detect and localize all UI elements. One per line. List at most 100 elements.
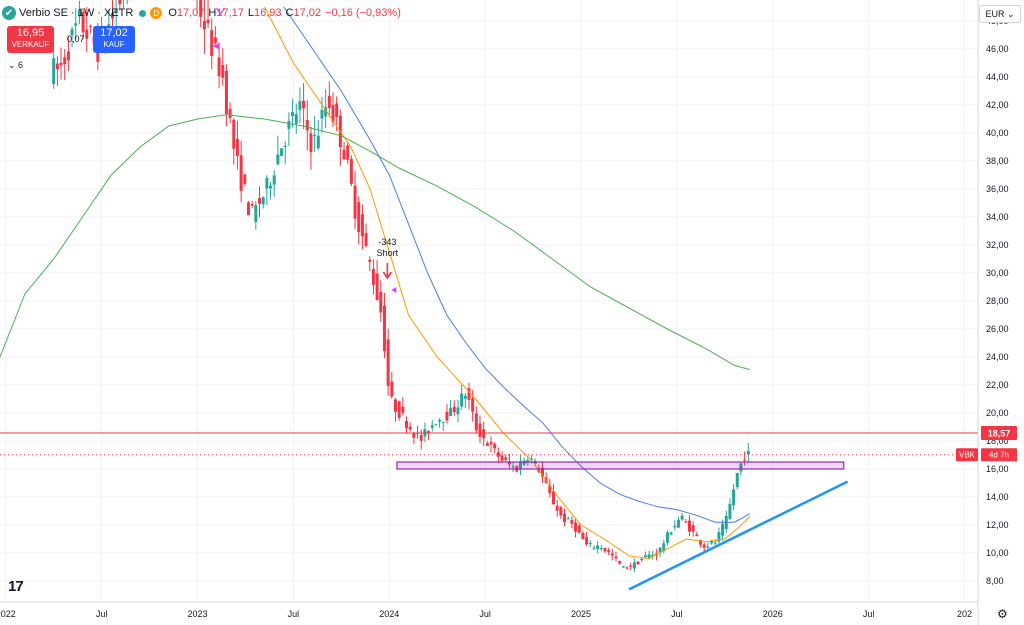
indicators-collapse-button[interactable]: ⌄ 6 [8, 60, 24, 70]
candle-body [235, 138, 239, 156]
candle-body [419, 435, 423, 441]
tradingview-logo-icon[interactable]: 17 [8, 578, 24, 595]
candle-body [581, 532, 585, 540]
currency-selector[interactable]: EUR ⌄ [979, 5, 1021, 23]
candle-body [441, 421, 445, 423]
candle-body [276, 154, 280, 165]
candle-body [335, 103, 339, 118]
candle-body [199, 0, 203, 17]
candle-body [603, 547, 607, 552]
symbol-title[interactable]: Verbio SE · 1W · XETR [19, 7, 134, 19]
bar-countdown-label: 4d 7h [989, 451, 1009, 460]
delayed-data-badge[interactable]: D [150, 7, 163, 19]
candle-body [272, 175, 276, 185]
candle-body [636, 561, 640, 565]
candle-body [228, 108, 232, 118]
ohlc-low: L16,93 [247, 7, 282, 19]
candle-body [445, 411, 449, 421]
y-tick-label: 24,00 [986, 352, 1009, 362]
candle-body [449, 407, 453, 416]
ohlc-change: −0,16 (−0,93%) [325, 7, 401, 19]
candle-body [570, 519, 574, 524]
candle-body [316, 135, 320, 149]
candle-body [713, 542, 717, 544]
candle-body [500, 455, 504, 461]
candle-body [452, 406, 456, 412]
candle-body [412, 432, 416, 438]
candle-body [629, 565, 633, 567]
candle-body [280, 148, 284, 157]
candle-body [574, 522, 578, 532]
candle-body [599, 548, 603, 550]
candle-body [746, 450, 750, 455]
candle-body [474, 413, 478, 431]
candle-body [379, 291, 383, 313]
settings-gear-icon[interactable]: ⚙ [997, 607, 1008, 621]
candle-body [232, 119, 236, 149]
x-tick-label: 202 [957, 609, 972, 619]
candle-body [430, 425, 434, 428]
candle-body [673, 526, 677, 528]
candle-body [309, 133, 313, 153]
x-tick-label: 2022 [0, 609, 16, 619]
y-tick-label: 44,00 [986, 72, 1009, 82]
short-arrow-icon [382, 263, 393, 280]
candle-body [213, 37, 217, 43]
candle-body [618, 560, 622, 564]
candle-body [77, 9, 81, 17]
candle-body [732, 489, 736, 506]
sell-button[interactable]: 16,95 VERKAUF [7, 26, 54, 53]
candle-body [529, 458, 533, 460]
x-tick-label: Jul [863, 609, 875, 619]
candle-body [706, 546, 710, 548]
x-tick-label: 2024 [379, 609, 399, 619]
candle-body [269, 185, 273, 189]
candle-body [548, 485, 552, 494]
candle-body [371, 268, 375, 285]
candle-body [397, 401, 401, 419]
y-tick-label: 22,00 [986, 380, 1009, 390]
chart-header: ✔ Verbio SE · 1W · XETR D O17,07 H17,17 … [2, 4, 405, 22]
candle-body [110, 12, 114, 19]
ohlc-close: C17,02 [285, 7, 322, 19]
candle-body [640, 559, 644, 561]
candle-body [669, 532, 673, 535]
candle-body [243, 174, 247, 184]
candle-body [467, 388, 471, 400]
candle-body [239, 155, 243, 191]
candle-body [287, 121, 291, 129]
candle-body [625, 567, 629, 569]
candle-body [592, 547, 596, 549]
candle-body [258, 198, 262, 204]
candle-body [434, 424, 438, 426]
short-signal-quantity: -343 [378, 237, 396, 247]
candle-body [507, 461, 511, 465]
candle-body [294, 114, 298, 124]
verbio-logo-icon: ✔ [2, 6, 16, 20]
candle-body [390, 381, 394, 397]
candle-body [360, 214, 364, 237]
candle-body [81, 11, 85, 33]
sell-price: 16,95 [16, 27, 45, 39]
candle-body [691, 525, 695, 532]
x-tick-label: Jul [288, 609, 300, 619]
candle-body [342, 149, 346, 160]
buy-button[interactable]: 17,02 KAUF [93, 26, 135, 53]
candle-body [246, 202, 250, 216]
candle-body [563, 513, 567, 523]
y-tick-label: 46,00 [986, 44, 1009, 54]
candle-body [298, 101, 302, 110]
candle-body [559, 507, 563, 516]
x-tick-label: Jul [671, 609, 683, 619]
candle-body [302, 100, 306, 109]
candle-body [699, 540, 703, 545]
execution-marker-icon [212, 43, 219, 50]
candle-body [735, 472, 739, 488]
candle-body [364, 233, 368, 246]
candle-body [254, 205, 258, 222]
candle-body [662, 543, 666, 552]
candle-body [552, 491, 556, 505]
candles-group [52, 0, 750, 573]
countdown-tag [981, 448, 1017, 462]
